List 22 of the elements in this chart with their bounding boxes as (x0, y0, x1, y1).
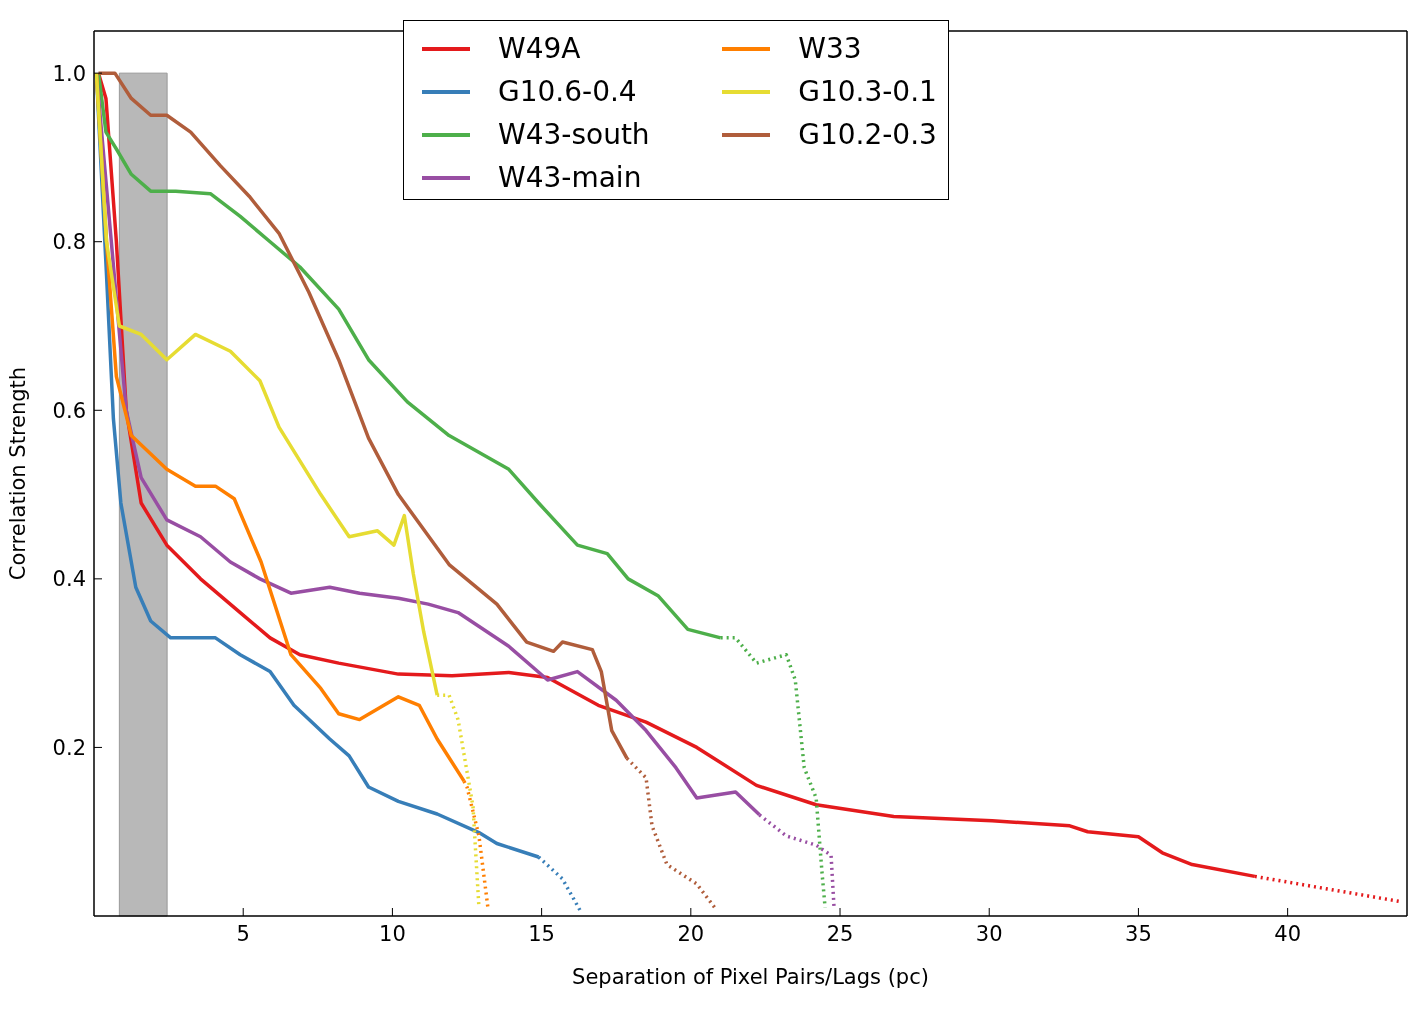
legend-label: G10.3-0.1 (798, 75, 937, 108)
x-tick-label: 25 (826, 921, 854, 946)
x-tick-label: 20 (677, 921, 705, 946)
y-tick-label: 0.6 (52, 398, 86, 423)
y-tick-label: 0.4 (52, 567, 86, 592)
legend-label: W43-main (498, 161, 642, 194)
x-tick-label: 5 (236, 921, 250, 946)
y-tick-label: 0.8 (52, 230, 86, 255)
legend-label: G10.2-0.3 (798, 118, 937, 151)
x-tick-label: 35 (1125, 921, 1152, 946)
y-tick-label: 1.0 (52, 61, 86, 86)
y-axis-title: Correlation Strength (6, 366, 31, 581)
legend-label: G10.6-0.4 (498, 75, 637, 108)
y-tick-label: 0.2 (52, 735, 86, 760)
x-tick-label: 40 (1274, 921, 1301, 946)
legend-label: W43-south (498, 118, 650, 151)
x-axis-title: Separation of Pixel Pairs/Lags (pc) (572, 965, 929, 989)
x-tick-label: 30 (975, 921, 1003, 946)
legend-label: W33 (798, 32, 862, 65)
x-tick-label: 10 (379, 921, 406, 946)
x-tick-label: 15 (528, 921, 555, 946)
legend-label: W49A (498, 32, 581, 65)
